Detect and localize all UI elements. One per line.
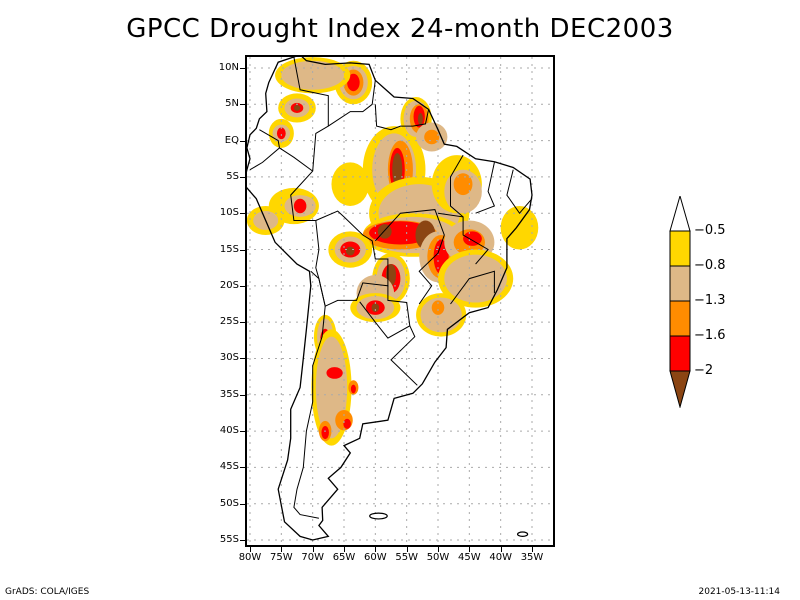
lon-tick [438,547,439,552]
lon-tick [407,547,408,552]
legend-cap-top [670,196,690,231]
footer-credit: GrADS: COLA/IGES [5,587,89,597]
lat-label: 45S [220,462,239,472]
lat-tick [240,467,245,468]
drought-contour-region [321,426,329,439]
lat-tick [240,358,245,359]
lon-label: 70W [298,553,328,563]
lon-label: 75W [266,553,296,563]
legend-swatch [670,336,690,371]
drought-contour-region [335,410,353,430]
legend-label: −1.6 [694,329,726,343]
lat-label: 10N [219,63,239,73]
lat-label: 55S [220,535,239,545]
legend-cap-bottom [670,371,690,407]
lat-tick [240,540,245,541]
drought-contour-region [343,419,351,429]
lat-tick [240,322,245,323]
color-legend [669,196,691,408]
lat-tick [240,286,245,287]
drought-contour-region [294,199,307,214]
lat-tick [240,213,245,214]
lat-label: 20S [220,281,239,291]
lat-label: 15S [220,245,239,255]
lon-tick [344,547,345,552]
lon-tick [501,547,502,552]
lat-label: 50S [220,499,239,509]
lon-label: 50W [423,553,453,563]
lat-tick [240,104,245,105]
lat-tick [240,395,245,396]
drought-contour-region [294,105,300,111]
lon-tick [313,547,314,552]
lon-label: 55W [392,553,422,563]
lat-tick [240,250,245,251]
drought-shading [247,57,538,445]
lon-tick [375,547,376,552]
lon-tick [532,547,533,552]
lat-tick [240,68,245,69]
country-border [280,148,313,171]
lat-label: 5S [226,172,239,182]
country-border [391,326,417,386]
drought-map [247,57,553,545]
legend-label: −2 [694,364,713,378]
lat-tick [240,504,245,505]
lon-label: 40W [486,553,516,563]
lat-label: 25S [220,317,239,327]
legend-swatch [670,301,690,336]
drought-contour-region [418,113,423,125]
lat-tick [240,431,245,432]
island-outline [370,513,388,519]
legend-swatch [670,266,690,301]
legend-swatch [670,231,690,266]
map-panel [245,55,555,547]
lat-tick [240,177,245,178]
drought-contour-region [326,367,342,379]
lat-label: EQ [225,136,239,146]
lat-label: 40S [220,426,239,436]
lon-tick [250,547,251,552]
legend-label: −0.8 [694,259,726,273]
lat-label: 10S [220,208,239,218]
lat-tick [240,141,245,142]
drought-contour-region [424,130,439,145]
lon-label: 60W [360,553,390,563]
drought-contour-region [331,162,369,206]
lat-label: 35S [220,390,239,400]
map-title: GPCC Drought Index 24-month DEC2003 [0,14,800,44]
lat-label: 30S [220,353,239,363]
lon-label: 45W [454,553,484,563]
drought-contour-region [346,247,355,256]
drought-contour-region [351,385,356,394]
lon-label: 65W [329,553,359,563]
legend-label: −1.3 [694,294,726,308]
lon-tick [469,547,470,552]
lon-label: 80W [235,553,265,563]
legend-label: −0.5 [694,224,726,238]
drought-contour-region [444,255,507,303]
lon-tick [281,547,282,552]
island-outline [518,532,528,536]
footer-timestamp: 2021-05-13-11:14 [699,587,781,597]
drought-contour-region [277,128,286,140]
lat-label: 5N [225,99,239,109]
lon-label: 35W [517,553,547,563]
